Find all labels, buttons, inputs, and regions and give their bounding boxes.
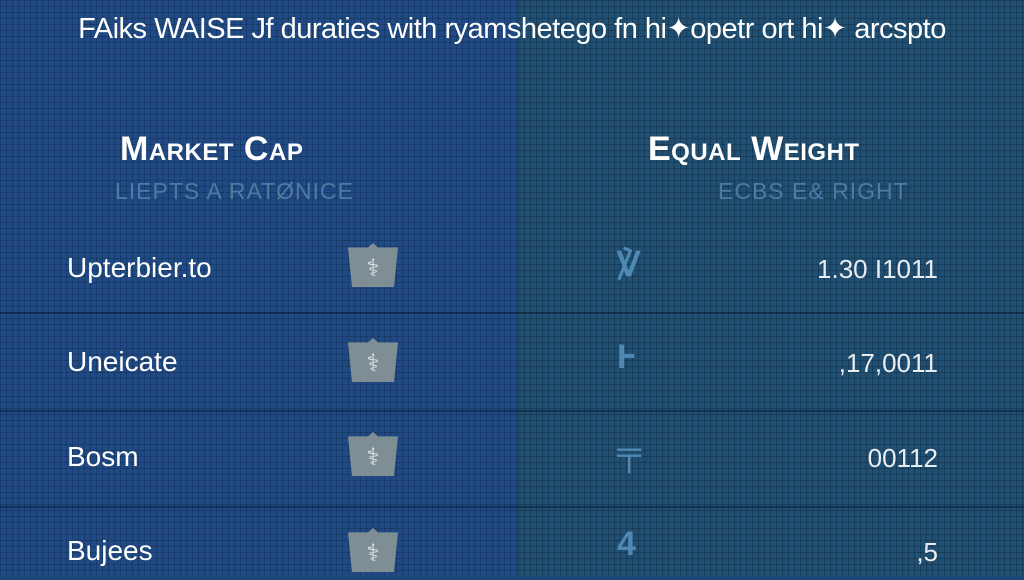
bat-glyph-icon: ℣ bbox=[617, 246, 641, 284]
row-value: ,5 bbox=[916, 537, 938, 567]
shield-emblem-icon: ⚕ bbox=[348, 432, 398, 476]
shield-emblem-icon: ⚕ bbox=[348, 338, 398, 382]
row-label: Bosm bbox=[67, 441, 139, 472]
row-value: ,17,0011 bbox=[838, 348, 938, 378]
market-cap-panel bbox=[0, 0, 518, 576]
row-label: Bujees bbox=[67, 535, 153, 566]
column-subheading-equal-weight: ECBS E& RIGHT bbox=[718, 178, 909, 204]
glyph-icon: ╤ bbox=[617, 433, 642, 471]
column-heading-market-cap: Market Cap bbox=[120, 130, 304, 168]
column-heading-equal-weight: Equal Weight bbox=[648, 130, 860, 168]
row-divider bbox=[0, 506, 1024, 508]
column-subheading-market-cap: LIEPTS A RATØNICE bbox=[115, 178, 354, 204]
row-label: Uneicate bbox=[67, 346, 178, 377]
shield-emblem-icon: ⚕ bbox=[348, 243, 398, 287]
row-divider bbox=[0, 312, 1024, 314]
page-title: FAiks WAISE Jf duraties with ryamshetego… bbox=[78, 13, 946, 45]
row-value: 00112 bbox=[867, 443, 938, 473]
glyph-icon: Ⱶ bbox=[617, 338, 636, 376]
equal-weight-panel bbox=[518, 0, 1024, 576]
row-label: Upterbier.to bbox=[67, 252, 212, 283]
row-value: 1.30 I1011 bbox=[817, 254, 938, 284]
shield-emblem-icon: ⚕ bbox=[348, 528, 398, 572]
row-divider bbox=[0, 410, 1024, 412]
glyph-icon: 4 bbox=[617, 525, 636, 563]
